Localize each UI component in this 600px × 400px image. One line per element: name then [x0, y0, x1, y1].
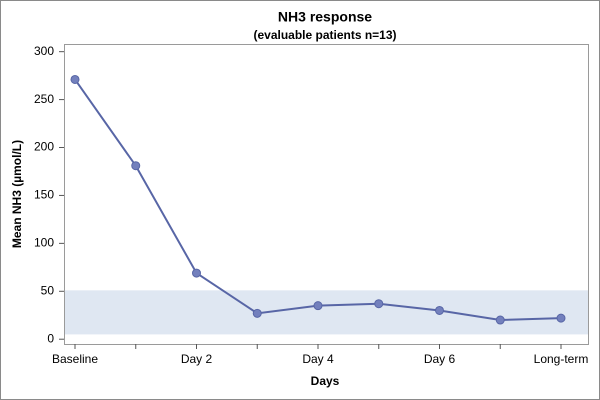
x-tick-label: Day 6 [424, 352, 456, 366]
y-tick-label: 250 [34, 92, 54, 106]
x-tick-label: Day 4 [302, 352, 334, 366]
y-tick-label: 50 [41, 283, 55, 297]
y-tick-label: 200 [34, 140, 54, 154]
x-tick-label: Long-term [534, 352, 589, 366]
y-tick-label: 150 [34, 188, 54, 202]
y-tick-label: 0 [47, 331, 54, 345]
data-point [131, 161, 141, 171]
data-point [70, 74, 80, 84]
x-tick-label: Day 2 [181, 352, 213, 366]
data-point [374, 299, 384, 309]
y-axis-label: Mean NH3 (µmol/L) [10, 140, 24, 248]
data-point [495, 315, 505, 325]
data-point [435, 305, 444, 315]
y-tick-label: 100 [34, 236, 54, 250]
data-point [556, 313, 566, 323]
x-axis-label: Days [311, 374, 340, 388]
data-point [252, 308, 262, 318]
shaded-range [65, 290, 588, 335]
y-tick-label: 300 [34, 44, 54, 58]
data-point [192, 268, 201, 278]
chart-subtitle: (evaluable patients n=13) [253, 28, 396, 42]
data-point [313, 301, 323, 311]
chart-title: NH3 response [278, 9, 372, 25]
x-tick-label: Baseline [52, 352, 98, 366]
